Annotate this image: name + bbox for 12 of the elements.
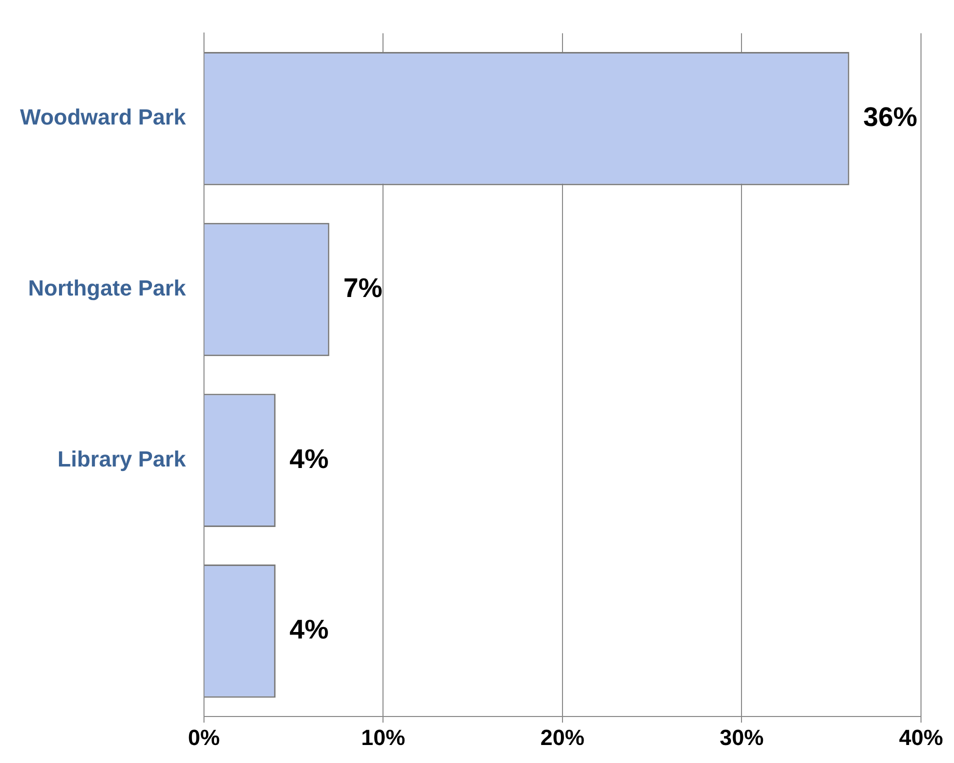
data-label: 36% [863,102,918,132]
x-tick-label: 0% [188,724,220,750]
data-label: 4% [290,444,329,474]
y-tick-label: Northgate Park [28,276,187,301]
data-label: 4% [290,614,329,645]
data-label: 7% [343,272,382,303]
x-tick-label: 40% [898,724,944,750]
x-tick-label: 30% [720,724,764,750]
x-tick-label: 10% [361,724,406,750]
y-tick-label: Library Park [57,446,187,472]
y-tick-label: Woodward Park [20,104,187,130]
x-tick-label: 20% [540,724,584,750]
